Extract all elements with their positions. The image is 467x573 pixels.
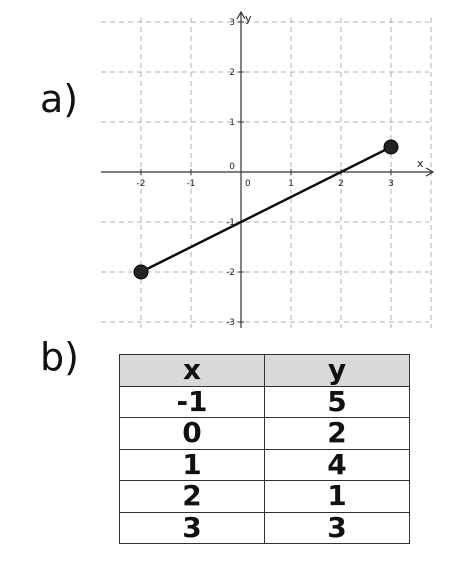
series-line [140, 145, 392, 274]
table-cell-y: 2 [264, 417, 410, 450]
x-axis-label: x [417, 157, 424, 170]
table-cell-y: 1 [264, 480, 410, 513]
table-cell-y: 3 [264, 511, 410, 544]
x-tick-label: 0 [245, 179, 251, 189]
value-table: x y -1 5 0 2 1 4 2 1 3 3 [119, 354, 410, 544]
table-cell-y: 5 [264, 385, 410, 418]
x-tick-label: 3 [388, 179, 394, 189]
part-a-label: a) [40, 77, 79, 121]
table-header-row: x y [119, 354, 410, 387]
data-point [383, 139, 399, 155]
table-cell-x: 2 [119, 480, 265, 513]
x-axis-arrow [425, 167, 435, 177]
x-tick-label: 2 [338, 179, 344, 189]
table-cell-x: 3 [119, 511, 265, 544]
y-tick-label: 1 [229, 118, 235, 128]
y-tick-label: -1 [226, 218, 235, 228]
data-point [133, 264, 149, 280]
coordinate-graph: x y -2 -1 0 1 2 3 -3 -2 -1 0 1 2 3 [101, 10, 435, 328]
table-row: -1 5 [119, 385, 410, 418]
table-cell-x: 1 [119, 448, 265, 481]
y-tick-label: 3 [229, 18, 235, 28]
y-axis-label: y [245, 12, 252, 25]
table-cell-x: 0 [119, 417, 265, 450]
x-tick-label: -2 [137, 179, 146, 189]
part-b-label: b) [40, 335, 79, 379]
y-axis-arrow [236, 10, 246, 20]
column-header-y: y [264, 354, 410, 387]
y-tick-label: 0 [229, 162, 235, 172]
column-header-x: x [119, 354, 265, 387]
y-tick-label: 2 [229, 68, 235, 78]
table-cell-y: 4 [264, 448, 410, 481]
x-tick-label: -1 [187, 179, 196, 189]
y-tick-label: -3 [226, 318, 235, 328]
x-tick-label: 1 [288, 179, 294, 189]
y-tick-label: -2 [226, 268, 235, 278]
table-cell-x: -1 [119, 385, 265, 418]
